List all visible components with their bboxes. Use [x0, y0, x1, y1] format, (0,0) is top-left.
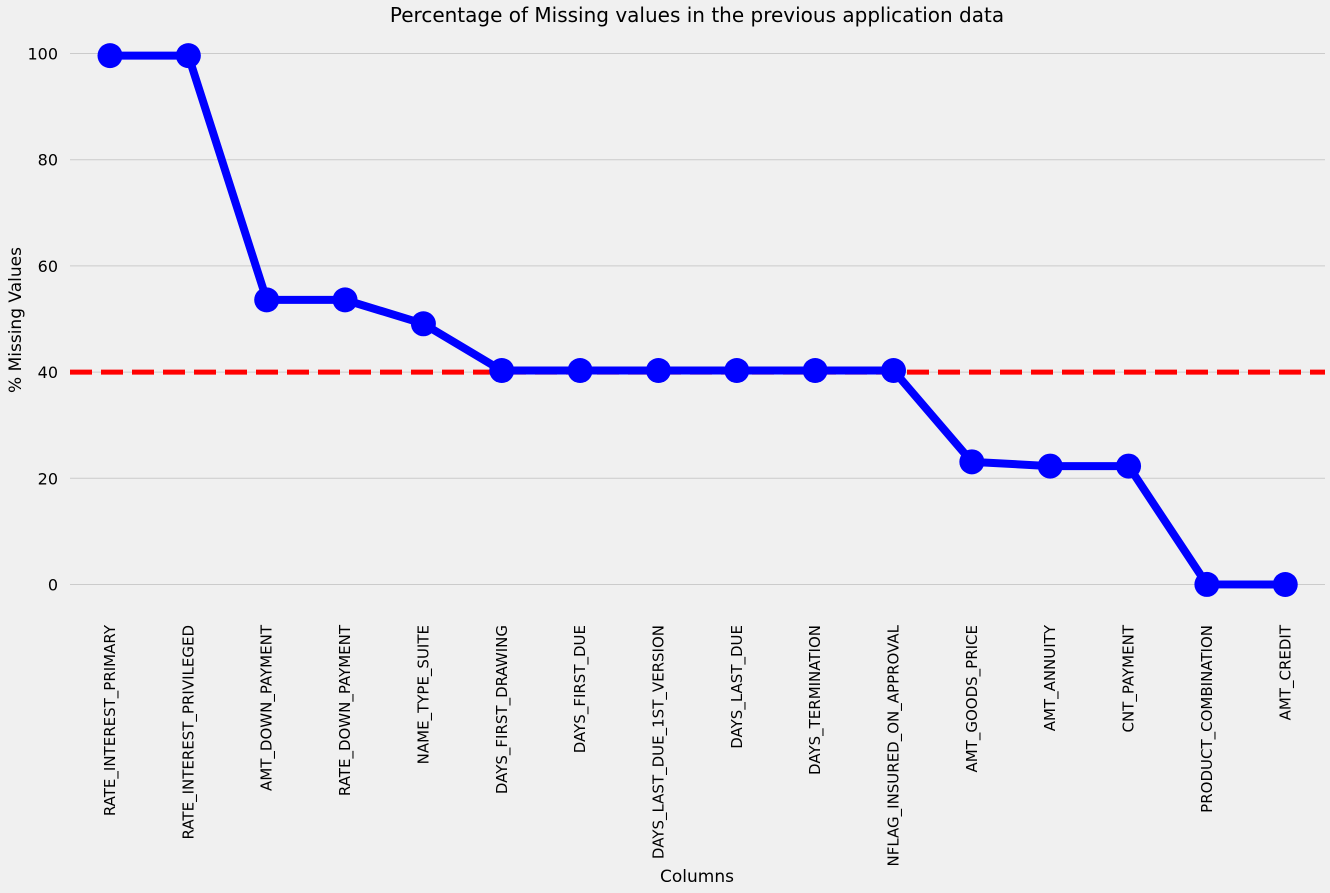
- data-point: [332, 287, 358, 313]
- data-point: [724, 358, 750, 384]
- x-tick-label: NFLAG_INSURED_ON_APPROVAL: [885, 624, 904, 866]
- y-tick-label: 0: [48, 576, 58, 595]
- data-point: [97, 43, 123, 69]
- data-point: [645, 358, 671, 384]
- data-point: [1116, 453, 1142, 479]
- x-tick-label: AMT_GOODS_PRICE: [963, 625, 982, 773]
- y-tick-label: 80: [38, 151, 58, 170]
- data-point: [254, 287, 280, 313]
- data-point: [1037, 453, 1063, 479]
- x-tick-label: AMT_CREDIT: [1276, 624, 1295, 720]
- series-line-group: [110, 51, 1286, 589]
- x-tick-label: DAYS_FIRST_DRAWING: [493, 625, 512, 794]
- y-tick-labels: 0 20 40 60 80 100: [27, 45, 58, 595]
- chart-title: Percentage of Missing values in the prev…: [390, 3, 1004, 27]
- data-point: [959, 449, 985, 475]
- y-tick-label: 40: [38, 363, 58, 382]
- data-point: [1194, 571, 1220, 597]
- x-tick-label: RATE_INTEREST_PRIMARY: [101, 624, 120, 816]
- x-tick-labels: RATE_INTEREST_PRIMARY RATE_INTEREST_PRIVI…: [101, 624, 1295, 866]
- x-tick-label: NAME_TYPE_SUITE: [414, 625, 433, 764]
- series-markers: [97, 43, 1298, 597]
- y-tick-label: 20: [38, 469, 58, 488]
- data-point: [881, 358, 906, 384]
- y-tick-label: 100: [27, 45, 58, 64]
- y-axis-label: % Missing Values: [6, 247, 26, 393]
- series-line: [110, 51, 1286, 589]
- y-tick-label: 60: [38, 257, 58, 276]
- data-point: [410, 311, 436, 337]
- x-tick-label: AMT_ANNUITY: [1041, 624, 1060, 731]
- data-point: [802, 358, 828, 384]
- x-axis-label: Columns: [660, 867, 734, 887]
- data-point: [567, 358, 593, 384]
- data-point: [489, 358, 515, 384]
- x-tick-label: DAYS_LAST_DUE_1ST_VERSION: [649, 625, 668, 859]
- x-tick-label: RATE_DOWN_PAYMENT: [336, 624, 355, 796]
- x-tick-label: AMT_DOWN_PAYMENT: [258, 624, 277, 791]
- x-tick-label: DAYS_TERMINATION: [806, 625, 825, 775]
- x-tick-label: CNT_PAYMENT: [1120, 624, 1139, 732]
- x-tick-label: PRODUCT_COMBINATION: [1198, 625, 1217, 813]
- data-point: [1272, 572, 1298, 597]
- gridlines: [70, 53, 1325, 585]
- x-tick-label: DAYS_FIRST_DUE: [571, 625, 590, 753]
- x-tick-label: RATE_INTEREST_PRIVILEGED: [179, 625, 198, 839]
- x-tick-label: DAYS_LAST_DUE: [728, 625, 747, 749]
- data-point: [175, 43, 201, 69]
